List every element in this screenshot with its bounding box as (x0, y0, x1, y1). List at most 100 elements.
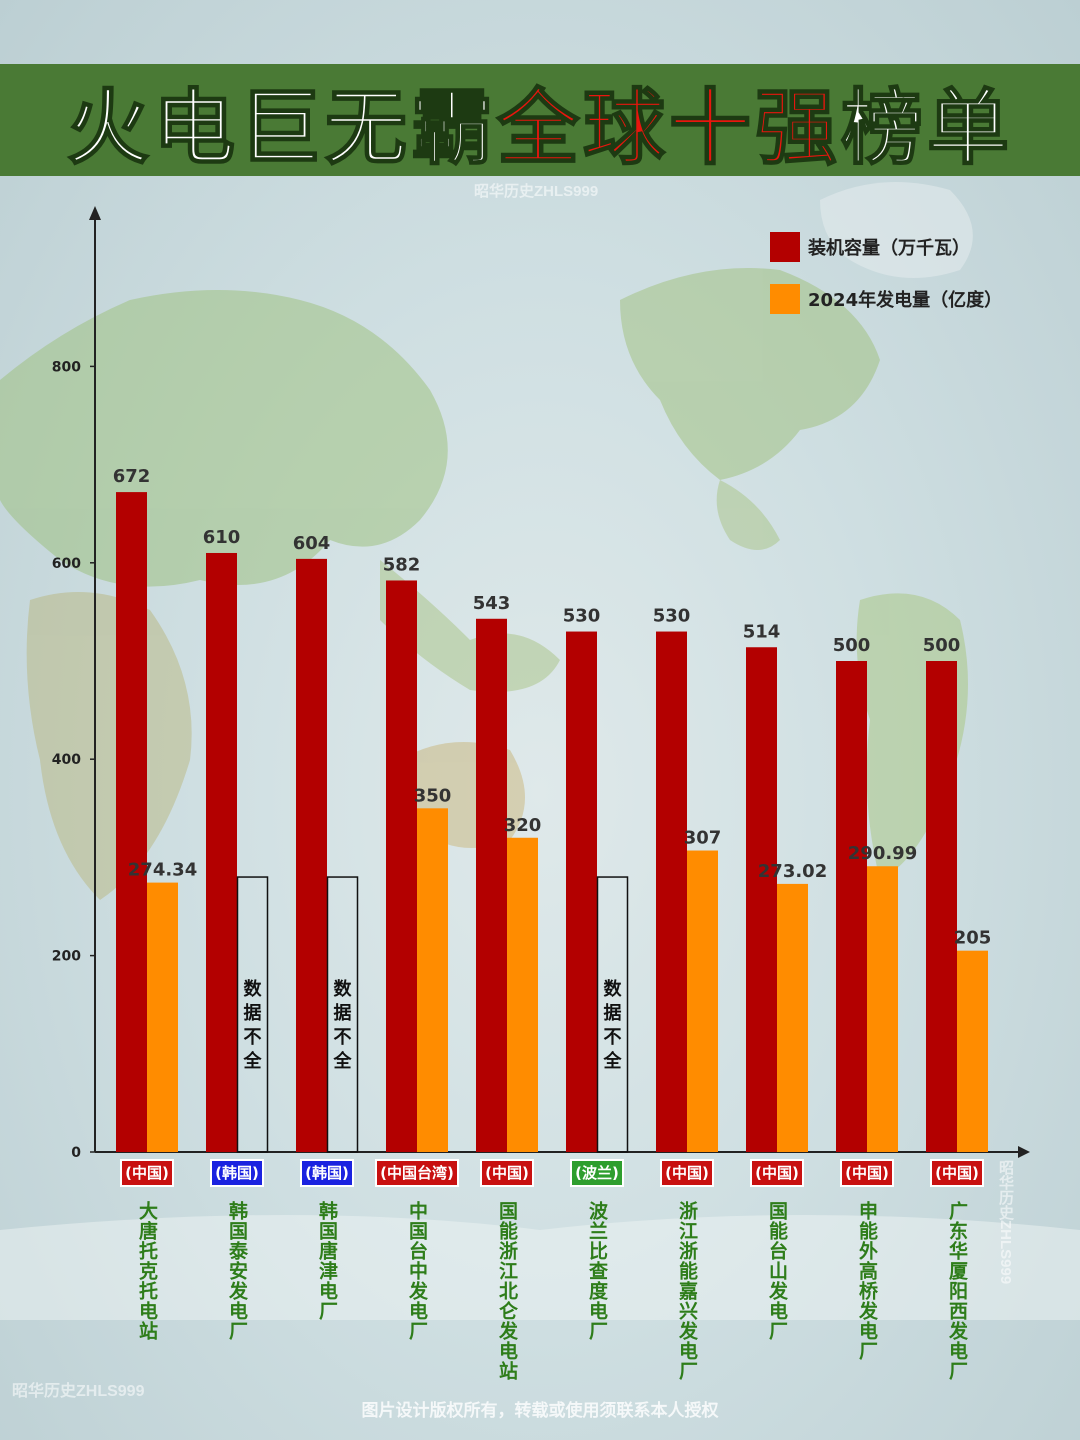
legend-swatch-generation (770, 284, 800, 314)
legend-swatch-capacity (770, 232, 800, 262)
y-tick-label: 0 (71, 1145, 81, 1161)
missing-data-label: 数 (334, 978, 353, 1000)
missing-data-label: 不 (604, 1027, 622, 1048)
missing-data-box (596, 876, 629, 1153)
y-tick-label: 400 (52, 752, 81, 768)
generation-bar (147, 882, 178, 1152)
capacity-value-label: 672 (113, 466, 151, 487)
plant-name: 韩国唐津电厂 (316, 1201, 338, 1321)
missing-data-label: 全 (333, 1050, 353, 1072)
capacity-value-label: 530 (653, 606, 691, 627)
category-label: (韩国) 韩国唐津电厂 (282, 1159, 372, 1321)
capacity-bar (656, 631, 687, 1152)
page-title: 火电巨无霸 全球十强 榜单 (0, 64, 1080, 177)
category-label: (韩国) 韩国泰安发电厂 (192, 1159, 282, 1341)
generation-bar (687, 850, 718, 1152)
region-tag: (中国) (660, 1159, 714, 1187)
title-part-2-highlight: 全球十强 (496, 80, 841, 177)
capacity-bar (566, 631, 597, 1152)
capacity-bar (296, 558, 327, 1152)
plant-name: 广东华厦阳西发电厂 (946, 1201, 968, 1381)
capacity-bar (206, 552, 237, 1152)
y-tick-label: 800 (52, 359, 81, 375)
generation-value-label: 205 (954, 928, 992, 949)
plant-name: 浙江浙能嘉兴发电厂 (676, 1201, 698, 1381)
generation-value-label: 273.02 (758, 861, 827, 882)
missing-data-label: 全 (603, 1050, 623, 1072)
missing-data-label: 据 (604, 1002, 622, 1024)
generation-bar (957, 950, 988, 1152)
category-label: (波兰) 波兰比查度电厂 (552, 1159, 642, 1341)
watermark-right: 昭华历史ZHLS999 (997, 1160, 1014, 1285)
generation-bar (507, 837, 538, 1152)
x-axis-arrow (1018, 1146, 1030, 1158)
missing-data-box (326, 876, 359, 1153)
generation-bar (867, 866, 898, 1152)
missing-data-label: 据 (334, 1002, 352, 1024)
plant-name: 韩国泰安发电厂 (226, 1201, 248, 1341)
missing-data-label: 据 (244, 1002, 262, 1024)
generation-bar (777, 883, 808, 1152)
generation-value-label: 274.34 (128, 860, 197, 881)
missing-data-box (236, 876, 269, 1153)
copyright-footer: 图片设计版权所有，转载或使用须联系本人授权 (361, 1401, 719, 1421)
region-tag: (中国) (480, 1159, 534, 1187)
capacity-value-label: 610 (203, 527, 241, 548)
capacity-bar (926, 661, 957, 1152)
capacity-bar (386, 580, 417, 1152)
title-part-1: 火电巨无霸 (66, 80, 497, 177)
region-tag: (中国) (930, 1159, 984, 1187)
legend-label-capacity: 装机容量（万千瓦） (808, 238, 970, 259)
capacity-value-label: 500 (923, 635, 961, 656)
plant-name: 申能外高桥发电厂 (856, 1201, 878, 1361)
region-tag: (中国台湾) (375, 1159, 459, 1187)
generation-value-label: 307 (684, 828, 722, 849)
legend-item-generation: 2024年发电量（亿度） (770, 284, 1002, 314)
category-label: (中国) 国能浙江北仑发电站 (462, 1159, 552, 1381)
generation-value-label: 320 (504, 815, 542, 836)
category-label: (中国) 浙江浙能嘉兴发电厂 (642, 1159, 732, 1381)
region-tag: (韩国) (210, 1159, 264, 1187)
capacity-value-label: 530 (563, 606, 601, 627)
capacity-value-label: 543 (473, 593, 511, 614)
watermark-top: 昭华历史ZHLS999 (474, 183, 599, 200)
region-tag: (中国) (750, 1159, 804, 1187)
missing-data-label: 不 (334, 1027, 352, 1048)
category-label: (中国台湾) 中国台中发电厂 (372, 1159, 462, 1341)
capacity-bar (746, 647, 777, 1152)
generation-value-label: 290.99 (848, 843, 917, 864)
region-tag: (韩国) (300, 1159, 354, 1187)
legend-item-capacity: 装机容量（万千瓦） (770, 232, 970, 262)
plant-name: 国能台山发电厂 (766, 1201, 788, 1341)
y-axis-arrow (89, 206, 101, 220)
plant-name: 中国台中发电厂 (406, 1201, 428, 1341)
category-label: (中国) 申能外高桥发电厂 (822, 1159, 912, 1361)
title-banner (0, 64, 1080, 176)
region-tag: (波兰) (570, 1159, 624, 1187)
plant-name: 波兰比查度电厂 (586, 1201, 608, 1341)
legend-label-generation: 2024年发电量（亿度） (808, 290, 1003, 311)
category-label: (中国) 广东华厦阳西发电厂 (912, 1159, 1002, 1381)
capacity-bar (116, 492, 147, 1152)
watermark-bottom-left: 昭华历史ZHLS999 (12, 1383, 145, 1400)
missing-data-label: 全 (243, 1050, 263, 1072)
region-tag: (中国) (840, 1159, 894, 1187)
y-tick-label: 600 (52, 556, 81, 572)
capacity-bar (476, 618, 507, 1152)
category-label: (中国) 国能台山发电厂 (732, 1159, 822, 1341)
plant-name: 国能浙江北仑发电站 (496, 1201, 518, 1381)
missing-data-label: 不 (244, 1027, 262, 1048)
title-part-3: 榜单 (840, 80, 1014, 177)
category-label: (中国) 大唐托克托电站 (102, 1159, 192, 1341)
capacity-value-label: 514 (743, 621, 781, 642)
plant-name: 大唐托克托电站 (136, 1201, 158, 1341)
region-tag: (中国) (120, 1159, 174, 1187)
generation-bar (417, 808, 448, 1152)
generation-value-label: 350 (414, 785, 452, 806)
missing-data-label: 数 (604, 978, 623, 1000)
capacity-value-label: 500 (833, 635, 871, 656)
capacity-value-label: 582 (383, 554, 421, 575)
capacity-value-label: 604 (293, 533, 331, 554)
missing-data-label: 数 (244, 978, 263, 1000)
